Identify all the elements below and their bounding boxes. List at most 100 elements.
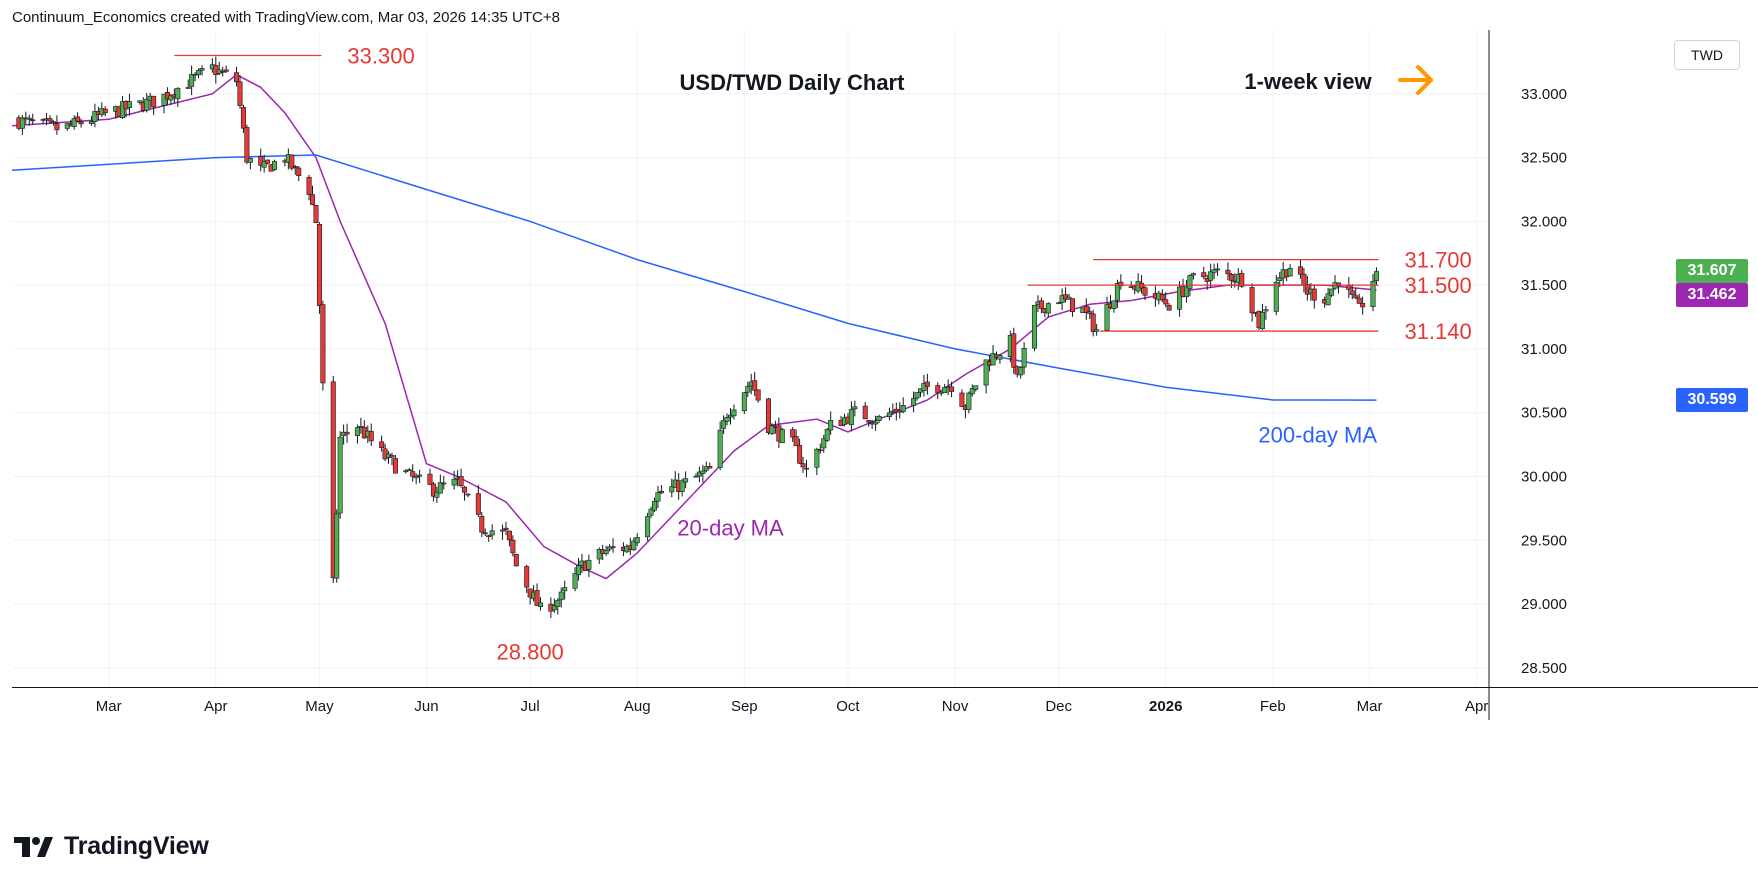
candle-body bbox=[655, 492, 661, 502]
currency-button[interactable]: TWD bbox=[1674, 40, 1740, 70]
candle bbox=[71, 115, 77, 130]
candle-body bbox=[292, 166, 298, 168]
candle-body bbox=[779, 429, 785, 444]
candle bbox=[272, 159, 278, 171]
candle bbox=[451, 470, 457, 490]
candle-body bbox=[306, 176, 312, 195]
candle bbox=[410, 464, 416, 482]
candle bbox=[1031, 304, 1037, 352]
tradingview-footer[interactable]: TradingView bbox=[14, 832, 209, 861]
candle bbox=[1353, 287, 1359, 300]
y-tick-label: 31.500 bbox=[1521, 277, 1567, 294]
candle bbox=[634, 533, 640, 547]
candle bbox=[755, 389, 761, 403]
candle-body bbox=[911, 398, 917, 406]
y-tick-label: 32.500 bbox=[1521, 150, 1567, 167]
candle-body bbox=[482, 532, 488, 535]
candle bbox=[389, 452, 395, 466]
candle bbox=[876, 414, 882, 424]
candle-body bbox=[866, 420, 872, 423]
candle-body bbox=[800, 463, 806, 468]
candle-body bbox=[120, 101, 126, 119]
candle-body bbox=[1118, 281, 1124, 287]
candle-body bbox=[752, 380, 758, 391]
candle-body bbox=[354, 427, 360, 436]
candle-body bbox=[551, 605, 557, 611]
candle bbox=[596, 547, 602, 565]
candle bbox=[1329, 288, 1335, 297]
candle-body bbox=[126, 101, 132, 108]
candle-body bbox=[330, 381, 336, 579]
candle-body bbox=[296, 167, 302, 176]
candle bbox=[334, 509, 340, 583]
candle-body bbox=[1208, 271, 1214, 281]
candle bbox=[1373, 267, 1379, 286]
arrow-head bbox=[1416, 65, 1433, 95]
candle-body bbox=[1031, 304, 1037, 349]
candle bbox=[607, 544, 613, 552]
candle-body bbox=[320, 304, 326, 384]
chart-title: USD/TWD Daily Chart bbox=[680, 70, 906, 95]
candle-body bbox=[458, 476, 464, 487]
candle bbox=[1325, 287, 1331, 306]
candle bbox=[558, 587, 564, 608]
candle-body bbox=[603, 549, 609, 555]
candle-body bbox=[26, 117, 32, 120]
candle bbox=[316, 222, 322, 314]
candle bbox=[310, 185, 316, 206]
candle-body bbox=[88, 121, 94, 125]
candle-body bbox=[1360, 303, 1366, 308]
y-tick-label: 29.500 bbox=[1521, 532, 1567, 549]
candle-body bbox=[1373, 271, 1379, 281]
candle bbox=[261, 154, 267, 173]
candle bbox=[683, 471, 689, 489]
candle bbox=[848, 401, 854, 432]
ma-annotation: 200-day MA bbox=[1258, 422, 1377, 447]
candle-body bbox=[821, 438, 827, 449]
candle bbox=[969, 384, 975, 397]
candle bbox=[296, 166, 302, 182]
candle bbox=[354, 424, 360, 444]
candle bbox=[1094, 323, 1100, 336]
candle bbox=[475, 485, 481, 517]
candle bbox=[707, 462, 713, 469]
candle bbox=[914, 392, 920, 401]
candle bbox=[824, 427, 830, 442]
x-tick-label: Feb bbox=[1260, 698, 1286, 715]
header-attribution: Continuum_Economics created with Trading… bbox=[12, 9, 560, 26]
candle bbox=[572, 567, 578, 592]
candle-body bbox=[914, 392, 920, 399]
candle bbox=[700, 464, 706, 483]
candle-body bbox=[258, 156, 264, 166]
candle bbox=[247, 157, 253, 170]
candle bbox=[30, 113, 36, 125]
candle-body bbox=[1021, 347, 1027, 368]
candle bbox=[513, 553, 519, 567]
candle-body bbox=[634, 537, 640, 544]
candle-body bbox=[1166, 305, 1172, 311]
x-tick-label: Sep bbox=[731, 698, 758, 715]
candle bbox=[959, 389, 965, 407]
x-tick-label: Jul bbox=[521, 698, 540, 715]
candle-body bbox=[1045, 303, 1051, 314]
candle-body bbox=[19, 117, 25, 129]
candle-body bbox=[1277, 277, 1283, 282]
candle bbox=[1190, 272, 1196, 280]
candle bbox=[1083, 298, 1089, 320]
ma20-line bbox=[11, 73, 1377, 580]
candle bbox=[78, 118, 84, 128]
candle-body bbox=[1114, 283, 1120, 301]
x-tick-label: Dec bbox=[1045, 698, 1072, 715]
candle bbox=[769, 423, 775, 436]
candle-body bbox=[175, 87, 181, 100]
candle-body bbox=[1349, 290, 1355, 295]
y-tick-label: 30.000 bbox=[1521, 469, 1567, 486]
candle bbox=[64, 123, 70, 131]
candle-body bbox=[71, 118, 77, 128]
candle bbox=[189, 65, 195, 96]
candle-body bbox=[765, 398, 771, 433]
candle bbox=[503, 521, 509, 536]
candle bbox=[828, 411, 834, 435]
candle-body bbox=[403, 470, 409, 473]
